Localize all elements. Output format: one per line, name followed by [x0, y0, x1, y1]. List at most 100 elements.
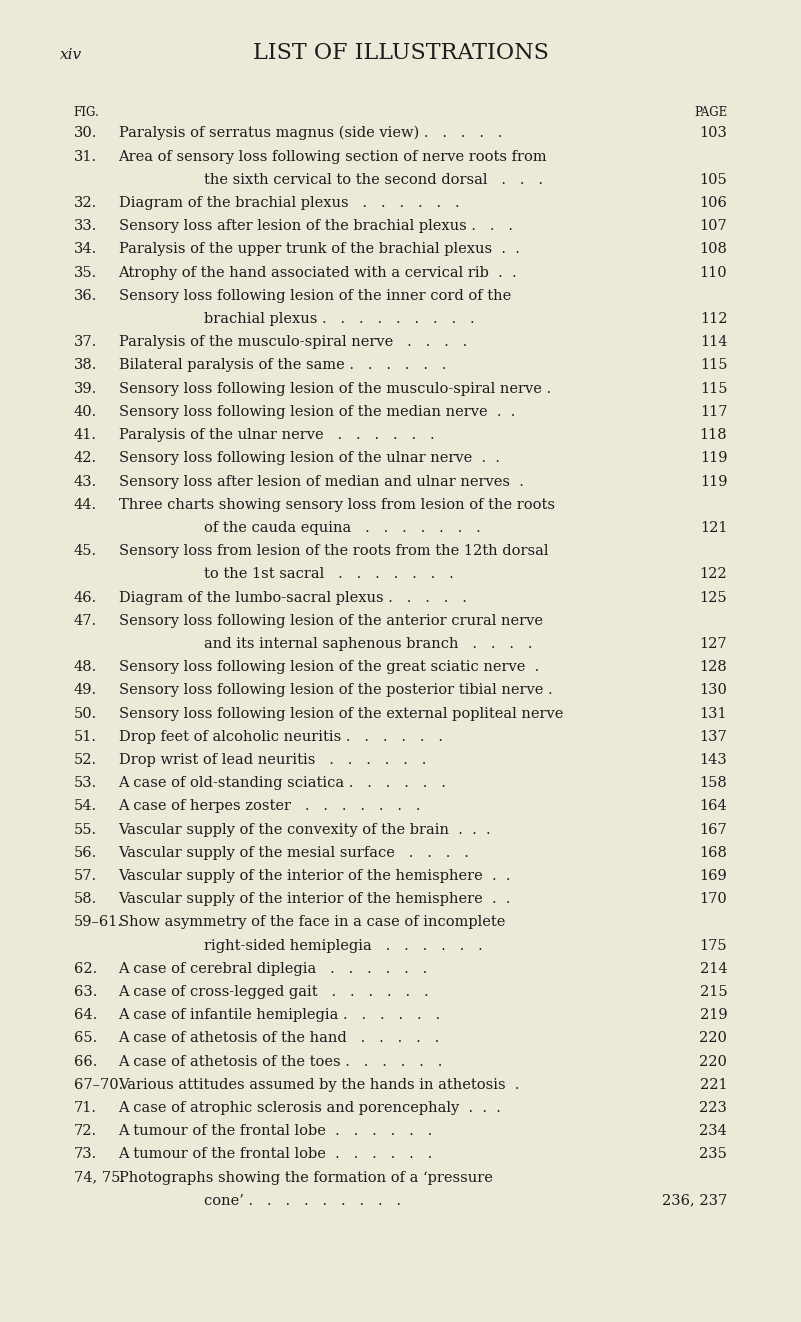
Text: cone’ .   .   .   .   .   .   .   .   .: cone’ . . . . . . . . . [204, 1194, 401, 1208]
Text: 54.: 54. [74, 800, 97, 813]
Text: Drop feet of alcoholic neuritis .   .   .   .   .   .: Drop feet of alcoholic neuritis . . . . … [119, 730, 442, 744]
Text: 63.: 63. [74, 985, 97, 999]
Text: 170: 170 [699, 892, 727, 906]
Text: Sensory loss after lesion of median and ulnar nerves  .: Sensory loss after lesion of median and … [119, 475, 523, 489]
Text: 115: 115 [700, 358, 727, 373]
Text: 106: 106 [699, 196, 727, 210]
Text: 215: 215 [700, 985, 727, 999]
Text: 175: 175 [700, 939, 727, 953]
Text: 53.: 53. [74, 776, 97, 791]
Text: 51.: 51. [74, 730, 97, 744]
Text: 55.: 55. [74, 822, 97, 837]
Text: A case of cross-legged gait   .   .   .   .   .   .: A case of cross-legged gait . . . . . . [119, 985, 429, 999]
Text: Vascular supply of the mesial surface   .   .   .   .: Vascular supply of the mesial surface . … [119, 846, 469, 859]
Text: 164: 164 [699, 800, 727, 813]
Text: and its internal saphenous branch   .   .   .   .: and its internal saphenous branch . . . … [204, 637, 533, 650]
Text: Sensory loss following lesion of the external popliteal nerve: Sensory loss following lesion of the ext… [119, 706, 563, 720]
Text: 50.: 50. [74, 706, 97, 720]
Text: Sensory loss following lesion of the inner cord of the: Sensory loss following lesion of the inn… [119, 290, 511, 303]
Text: 36.: 36. [74, 290, 97, 303]
Text: 107: 107 [699, 219, 727, 233]
Text: 35.: 35. [74, 266, 97, 280]
Text: 214: 214 [700, 961, 727, 976]
Text: 115: 115 [700, 382, 727, 395]
Text: 39.: 39. [74, 382, 97, 395]
Text: 220: 220 [699, 1031, 727, 1046]
Text: 235: 235 [699, 1147, 727, 1161]
Text: 33.: 33. [74, 219, 97, 233]
Text: Vascular supply of the interior of the hemisphere  .  .: Vascular supply of the interior of the h… [119, 892, 511, 906]
Text: Diagram of the lumbo-sacral plexus .   .   .   .   .: Diagram of the lumbo-sacral plexus . . .… [119, 591, 466, 604]
Text: 131: 131 [700, 706, 727, 720]
Text: 143: 143 [699, 754, 727, 767]
Text: A case of atrophic sclerosis and porencephaly  .  .  .: A case of atrophic sclerosis and porence… [119, 1101, 501, 1114]
Text: 47.: 47. [74, 613, 97, 628]
Text: A case of athetosis of the hand   .   .   .   .   .: A case of athetosis of the hand . . . . … [119, 1031, 440, 1046]
Text: Sensory loss following lesion of the median nerve  .  .: Sensory loss following lesion of the med… [119, 405, 515, 419]
Text: 108: 108 [699, 242, 727, 256]
Text: Sensory loss following lesion of the anterior crural nerve: Sensory loss following lesion of the ant… [119, 613, 542, 628]
Text: Photographs showing the formation of a ‘pressure: Photographs showing the formation of a ‘… [119, 1170, 493, 1185]
Text: 119: 119 [700, 451, 727, 465]
Text: 137: 137 [699, 730, 727, 744]
Text: 66.: 66. [74, 1055, 97, 1068]
Text: 71.: 71. [74, 1101, 97, 1114]
Text: Diagram of the brachial plexus   .   .   .   .   .   .: Diagram of the brachial plexus . . . . .… [119, 196, 459, 210]
Text: 64.: 64. [74, 1009, 97, 1022]
Text: 72.: 72. [74, 1124, 97, 1138]
Text: 67–70.: 67–70. [74, 1077, 123, 1092]
Text: 49.: 49. [74, 683, 97, 697]
Text: 65.: 65. [74, 1031, 97, 1046]
Text: Paralysis of serratus magnus (side view) .   .   .   .   .: Paralysis of serratus magnus (side view)… [119, 126, 502, 140]
Text: 130: 130 [699, 683, 727, 697]
Text: 219: 219 [700, 1009, 727, 1022]
Text: Drop wrist of lead neuritis   .   .   .   .   .   .: Drop wrist of lead neuritis . . . . . . [119, 754, 426, 767]
Text: 112: 112 [700, 312, 727, 327]
Text: 62.: 62. [74, 961, 97, 976]
Text: A tumour of the frontal lobe  .   .   .   .   .   .: A tumour of the frontal lobe . . . . . . [119, 1147, 433, 1161]
Text: 34.: 34. [74, 242, 97, 256]
Text: 103: 103 [699, 127, 727, 140]
Text: to the 1st sacral   .   .   .   .   .   .   .: to the 1st sacral . . . . . . . [204, 567, 454, 582]
Text: LIST OF ILLUSTRATIONS: LIST OF ILLUSTRATIONS [252, 42, 549, 65]
Text: 38.: 38. [74, 358, 97, 373]
Text: 167: 167 [699, 822, 727, 837]
Text: 158: 158 [699, 776, 727, 791]
Text: 128: 128 [699, 660, 727, 674]
Text: Sensory loss following lesion of the musculo-spiral nerve .: Sensory loss following lesion of the mus… [119, 382, 550, 395]
Text: A tumour of the frontal lobe  .   .   .   .   .   .: A tumour of the frontal lobe . . . . . . [119, 1124, 433, 1138]
Text: 117: 117 [700, 405, 727, 419]
Text: 119: 119 [700, 475, 727, 489]
Text: Sensory loss following lesion of the posterior tibial nerve .: Sensory loss following lesion of the pos… [119, 683, 552, 697]
Text: 46.: 46. [74, 591, 97, 604]
Text: 42.: 42. [74, 451, 97, 465]
Text: Vascular supply of the convexity of the brain  .  .  .: Vascular supply of the convexity of the … [119, 822, 491, 837]
Text: 169: 169 [699, 869, 727, 883]
Text: xiv: xiv [60, 49, 83, 62]
Text: 168: 168 [699, 846, 727, 859]
Text: 41.: 41. [74, 428, 97, 442]
Text: 223: 223 [699, 1101, 727, 1114]
Text: 221: 221 [700, 1077, 727, 1092]
Text: 73.: 73. [74, 1147, 97, 1161]
Text: A case of cerebral diplegia   .   .   .   .   .   .: A case of cerebral diplegia . . . . . . [119, 961, 428, 976]
Text: 125: 125 [700, 591, 727, 604]
Text: 48.: 48. [74, 660, 97, 674]
Text: Sensory loss after lesion of the brachial plexus .   .   .: Sensory loss after lesion of the brachia… [119, 219, 513, 233]
Text: 118: 118 [700, 428, 727, 442]
Text: 44.: 44. [74, 497, 97, 512]
Text: PAGE: PAGE [694, 106, 727, 119]
Text: A case of athetosis of the toes .   .   .   .   .   .: A case of athetosis of the toes . . . . … [119, 1055, 443, 1068]
Text: 236, 237: 236, 237 [662, 1194, 727, 1208]
Text: 122: 122 [700, 567, 727, 582]
Text: Paralysis of the upper trunk of the brachial plexus  .  .: Paralysis of the upper trunk of the brac… [119, 242, 519, 256]
Text: Bilateral paralysis of the same .   .   .   .   .   .: Bilateral paralysis of the same . . . . … [119, 358, 446, 373]
Text: brachial plexus .   .   .   .   .   .   .   .   .: brachial plexus . . . . . . . . . [204, 312, 475, 327]
Text: 43.: 43. [74, 475, 97, 489]
Text: Show asymmetry of the face in a case of incomplete: Show asymmetry of the face in a case of … [119, 915, 505, 929]
Text: Vascular supply of the interior of the hemisphere  .  .: Vascular supply of the interior of the h… [119, 869, 511, 883]
Text: 37.: 37. [74, 336, 97, 349]
Text: Area of sensory loss following section of nerve roots from: Area of sensory loss following section o… [119, 149, 547, 164]
Text: 32.: 32. [74, 196, 97, 210]
Text: 30.: 30. [74, 127, 97, 140]
